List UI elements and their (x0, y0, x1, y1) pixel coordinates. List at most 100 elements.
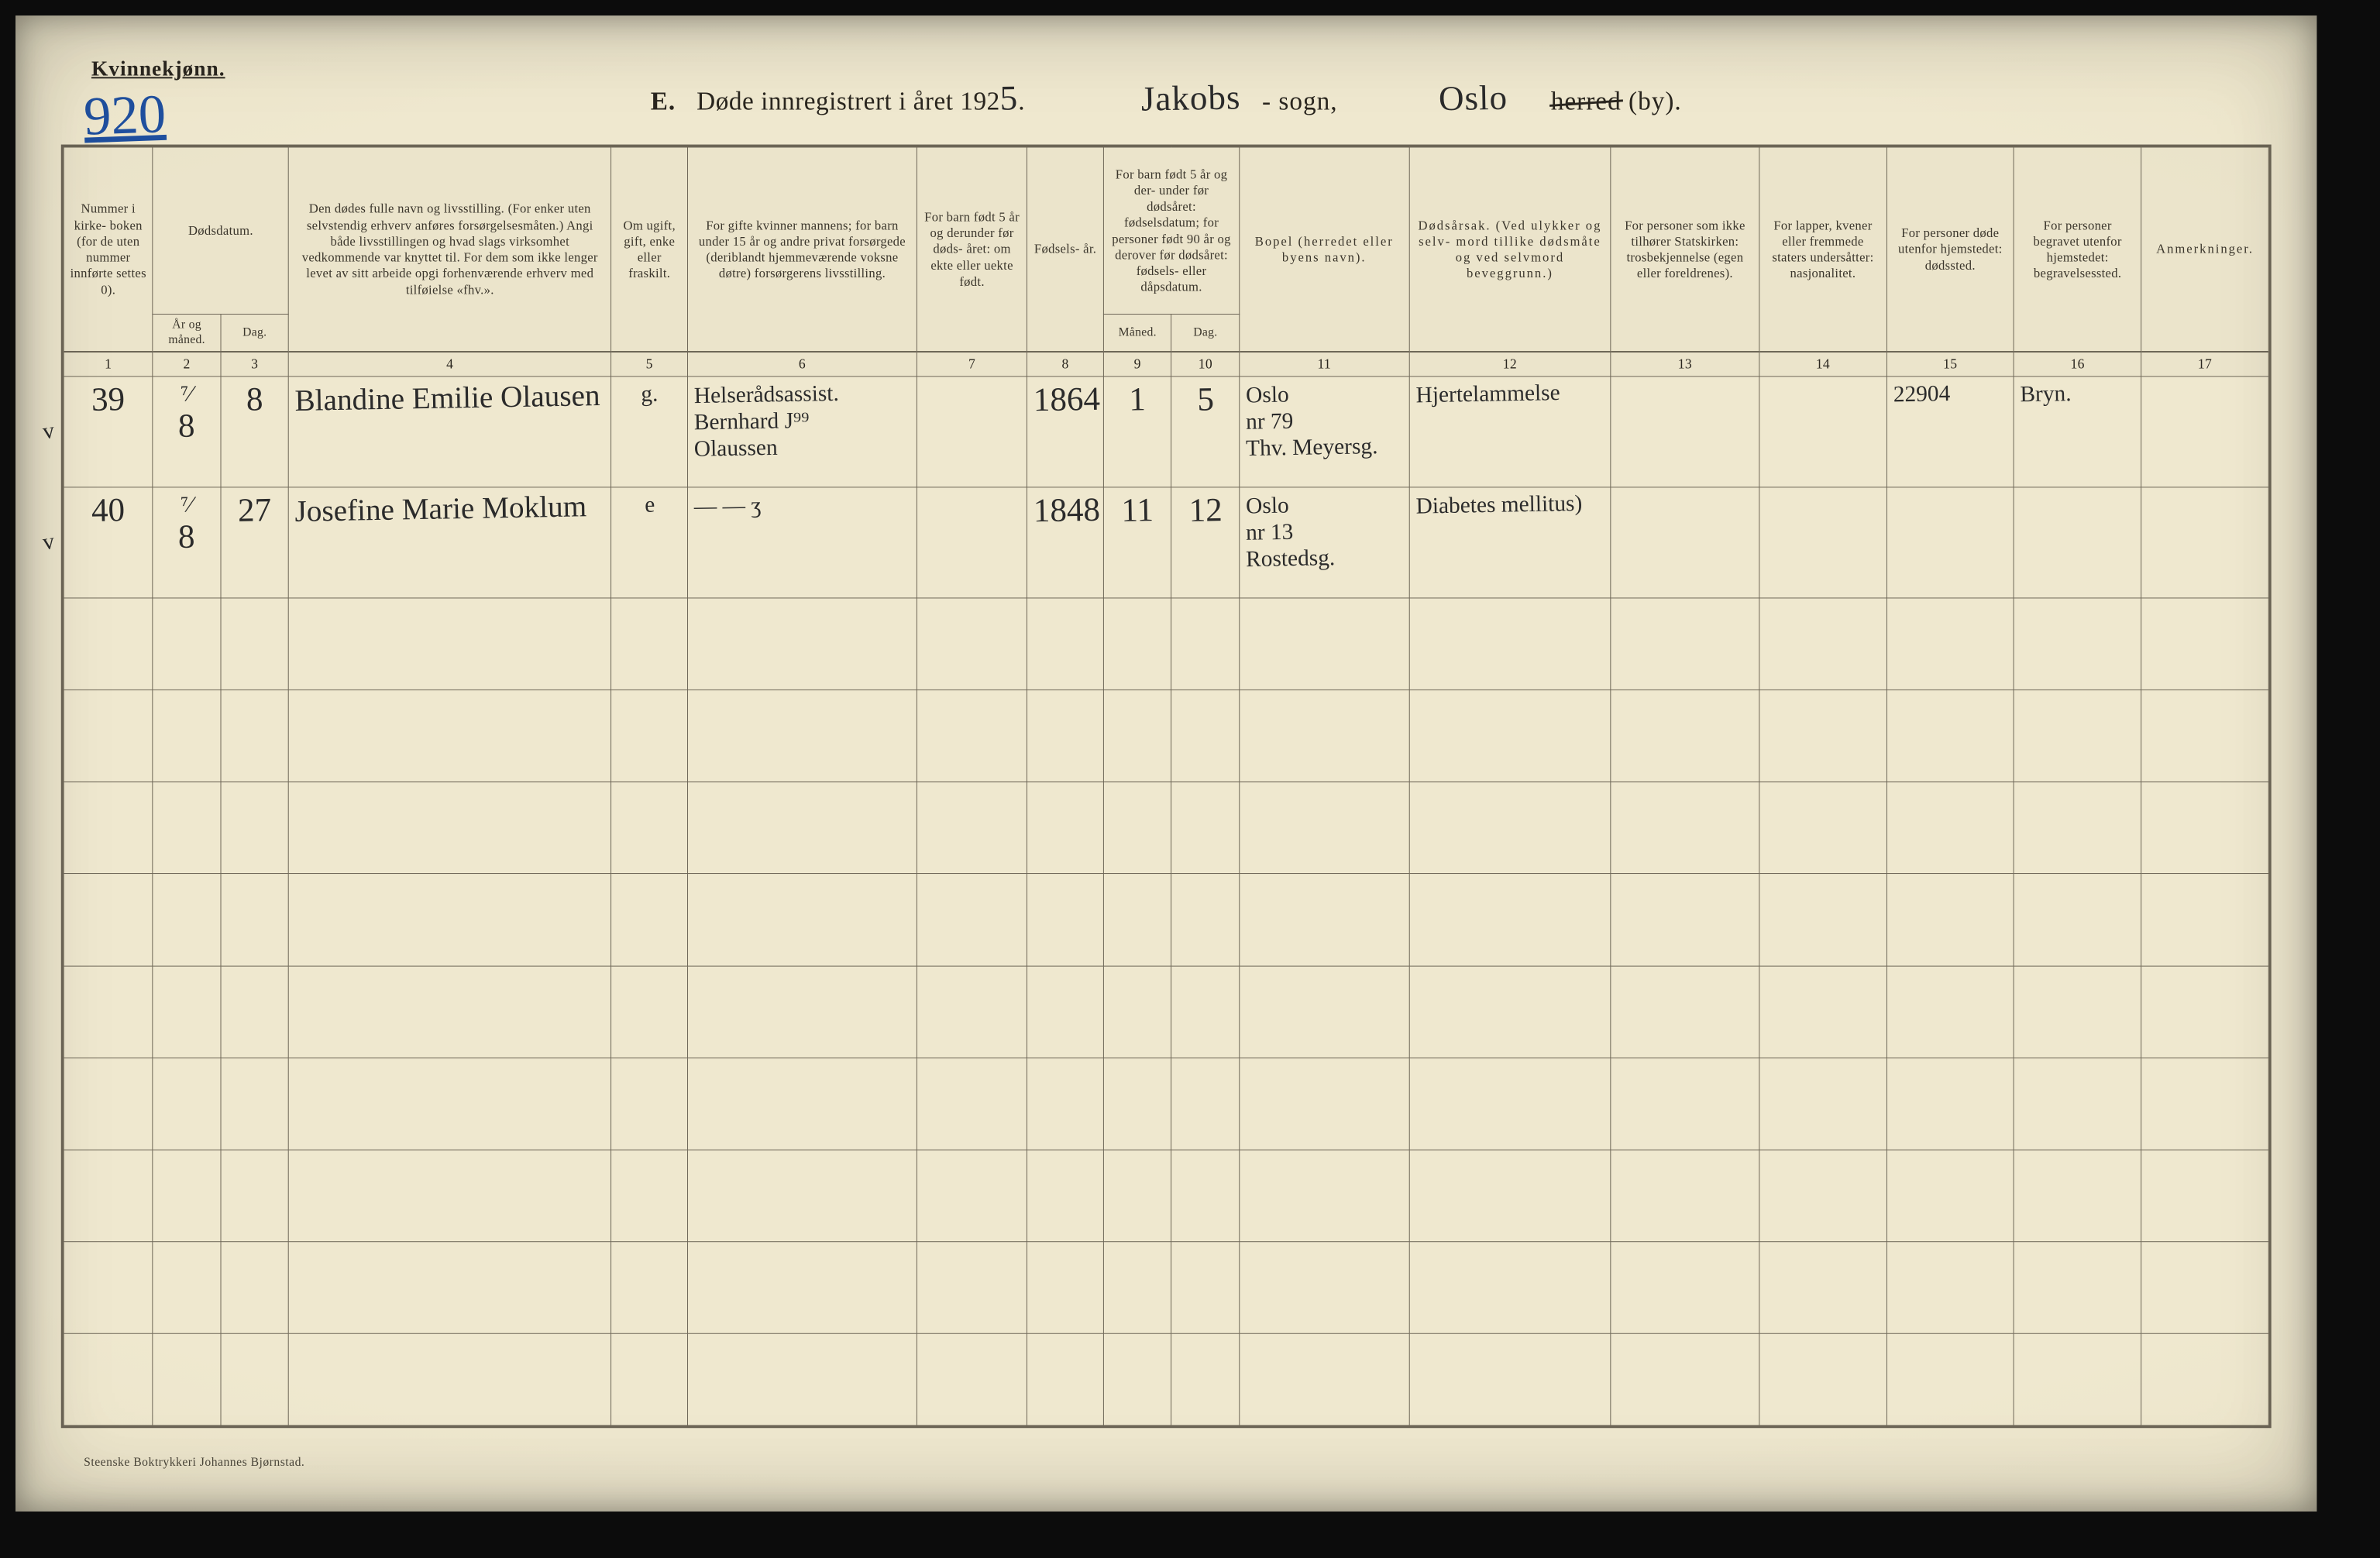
table-cell (153, 598, 221, 690)
table-cell (1611, 874, 1759, 966)
table-cell (64, 1333, 153, 1426)
handwritten: Helserådsassist. (694, 379, 911, 408)
table-cell (1759, 376, 1886, 487)
table-cell (1027, 598, 1104, 690)
table-cell (1027, 1242, 1104, 1334)
table-cell (221, 1150, 289, 1242)
table-cell (1409, 1333, 1611, 1426)
handwritten: 1 (1129, 381, 1146, 418)
table-cell (289, 782, 611, 874)
ledger-table: Nummer i kirke- boken (for de uten numme… (64, 146, 2269, 1426)
table-cell (1171, 966, 1240, 1058)
handwritten: ⁷⁄ (159, 380, 215, 407)
table-cell (1759, 598, 1886, 690)
col-subheader: År og måned. (153, 315, 221, 352)
table-cell (1886, 1150, 2014, 1242)
handwritten: Josefine Marie Moklum (295, 490, 587, 528)
handwritten: Thv. Meyersg. (1246, 433, 1403, 461)
table-cell: 8 (221, 376, 289, 487)
table-cell: Diabetes mellitus) (1409, 487, 1611, 598)
table-cell (1240, 782, 1409, 874)
table-cell (153, 1242, 221, 1334)
handwritten: 22904 (1893, 380, 1950, 407)
handwritten: Blandine Emilie Olausen (295, 378, 601, 417)
table-cell (221, 874, 289, 966)
table-cell (1409, 598, 1611, 690)
handwritten: 27 (238, 492, 272, 529)
table-cell (221, 1242, 289, 1334)
table-cell (917, 690, 1027, 782)
table-cell (64, 1058, 153, 1150)
table-cell (1027, 966, 1104, 1058)
table-cell (611, 690, 688, 782)
table-cell (1103, 1242, 1171, 1334)
table-cell (1103, 1058, 1171, 1150)
col-subheader: Dag. (1171, 315, 1240, 352)
table-cell: 27 (221, 487, 289, 598)
table-cell (64, 1242, 153, 1334)
table-cell (289, 874, 611, 966)
table-cell (917, 1150, 1027, 1242)
ledger-table-wrap: Nummer i kirke- boken (for de uten numme… (61, 145, 2272, 1429)
col-num: 9 (1103, 352, 1171, 376)
table-cell (1171, 1058, 1240, 1150)
table-cell (153, 966, 221, 1058)
handwritten: 8 (246, 381, 263, 418)
table-cell (64, 874, 153, 966)
margin-tick: v (41, 529, 56, 556)
ledger-sheet: Kvinnekjønn. 920 E. Døde innregistrert i… (15, 15, 2316, 1512)
table-row (64, 782, 2268, 874)
table-cell: 1 (1103, 376, 1171, 487)
table-cell (1103, 782, 1171, 874)
table-cell (1611, 1242, 1759, 1334)
col-num: 10 (1171, 352, 1240, 376)
table-row (64, 966, 2268, 1058)
printer-credit: Steenske Boktrykkeri Johannes Bjørnstad. (84, 1456, 304, 1470)
col-num: 17 (2141, 352, 2268, 376)
table-cell (289, 1058, 611, 1150)
sogn-label: - sogn, (1262, 88, 1338, 115)
table-cell (2141, 782, 2268, 874)
table-cell (1759, 966, 1886, 1058)
table-row (64, 690, 2268, 782)
table-row: v39⁷⁄88Blandine Emilie Olauseng.Helseråd… (64, 376, 2268, 487)
table-cell (2014, 1150, 2141, 1242)
year-suffix-hw: 5 (999, 79, 1018, 118)
col-num: 15 (1886, 352, 2014, 376)
table-cell (1611, 1333, 1759, 1426)
table-cell (688, 782, 917, 874)
handwritten: Hjertelammelse (1415, 380, 1560, 408)
handwritten: Diabetes mellitus) (1415, 490, 1582, 518)
table-cell (2014, 487, 2141, 598)
table-cell (2014, 966, 2141, 1058)
handwritten: nr 79 (1246, 406, 1403, 434)
table-cell (688, 1150, 917, 1242)
table-cell (1103, 874, 1171, 966)
table-cell (2014, 598, 2141, 690)
table-cell (1759, 1058, 1886, 1150)
herred-strikethrough: herred (1551, 88, 1622, 115)
table-cell (1886, 1333, 2014, 1426)
handwritten: 8 (159, 407, 215, 445)
handwritten: 1864 (1034, 380, 1101, 418)
handwritten: Bryn. (2021, 380, 2072, 406)
table-cell: Blandine Emilie Olausen (289, 376, 611, 487)
table-cell (153, 690, 221, 782)
table-cell (1409, 1242, 1611, 1334)
table-cell (1103, 966, 1171, 1058)
title-base: Døde innregistrert i året 192 (696, 88, 1000, 115)
table-cell (688, 690, 917, 782)
table-cell (289, 1333, 611, 1426)
table-cell (2141, 1333, 2268, 1426)
table-cell (153, 874, 221, 966)
table-cell (611, 874, 688, 966)
sogn-handwritten: Jakobs (1140, 78, 1240, 119)
table-cell: ⁷⁄8 (153, 487, 221, 598)
table-cell (1886, 1058, 2014, 1150)
table-cell (1103, 598, 1171, 690)
table-cell: 1864 (1027, 376, 1104, 487)
table-cell (1886, 966, 2014, 1058)
table-cell: 12 (1171, 487, 1240, 598)
table-cell (1171, 1150, 1240, 1242)
table-cell (221, 690, 289, 782)
